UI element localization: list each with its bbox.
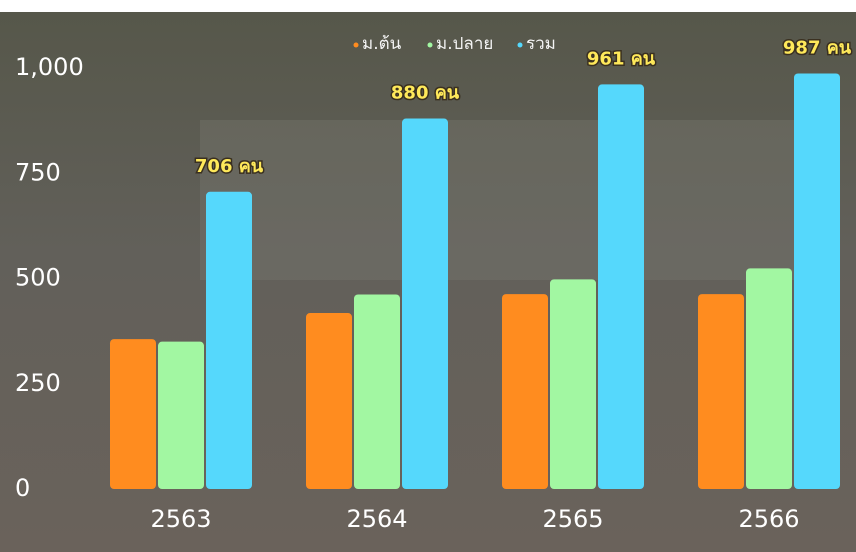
value-label: 987 คน [783,37,852,58]
y-tick-label: 1,000 [15,53,84,81]
x-tick-label: 2563 [150,505,211,533]
legend-marker [518,43,523,48]
legend-label: รวม [526,34,556,54]
bar [698,294,744,489]
y-tick-label: 250 [15,369,61,397]
bar [306,313,352,489]
value-label: 880 คน [391,83,460,104]
y-tick-label: 500 [15,264,61,292]
value-label: 706 คน [195,156,264,177]
y-tick-label: 0 [15,474,30,502]
x-tick-label: 2564 [346,505,407,533]
y-tick-label: 750 [15,158,61,186]
bar [402,119,448,489]
legend-label: ม.ต้น [362,34,402,54]
bar [550,279,596,489]
bar [598,84,644,489]
legend-marker [354,43,359,48]
legend-marker [428,43,433,48]
bar [354,294,400,489]
value-label: 961 คน [587,48,656,69]
bar [158,342,204,489]
x-tick-label: 2565 [542,505,603,533]
chart: 0 250 500 750 1,000 ม.ต้น ม.ปลาย รวม 2563 706 คน 2… [0,0,856,552]
bar [794,73,840,489]
bar [746,268,792,489]
background-building [200,120,840,280]
bar [502,294,548,489]
bar [110,339,156,489]
x-tick-label: 2566 [738,505,799,533]
bar [206,192,252,489]
legend-label: ม.ปลาย [436,34,493,54]
